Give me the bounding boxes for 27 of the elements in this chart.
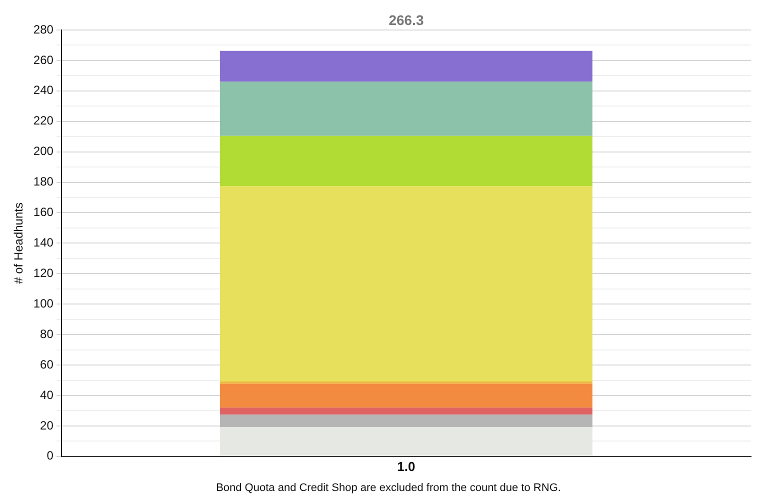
text: Bond Quota and Credit Shop are excluded from the count due to RNG. [215, 482, 562, 494]
y-tick-label: 80 [40, 326, 54, 341]
bar [220, 384, 592, 408]
x-tick-label: 1.0 [397, 458, 416, 474]
y-axis-title: # of Headhunts [12, 202, 26, 284]
bar [220, 136, 592, 186]
bar [220, 408, 592, 415]
y-tick-label: 20 [40, 418, 54, 432]
y-tick-label: 60 [40, 357, 54, 372]
total-label: 266.3 [388, 12, 424, 28]
bar [220, 381, 592, 384]
y-tick-label: 160 [33, 205, 54, 220]
y-tick-label: 40 [40, 388, 54, 402]
bar [220, 50, 592, 82]
bar [220, 186, 592, 382]
y-tick-label: 0 [46, 448, 54, 463]
y-tick-label: 100 [33, 296, 54, 310]
y-tick-label: 180 [33, 174, 54, 189]
y-tick-label: 240 [33, 83, 54, 98]
bar [220, 414, 592, 428]
y-tick-label: 280 [33, 22, 54, 36]
bar [220, 82, 592, 136]
y-tick-label: 260 [33, 52, 54, 67]
y-tick-label: 200 [33, 144, 54, 158]
y-tick-label: 220 [33, 114, 54, 128]
y-tick-label: 120 [33, 266, 54, 280]
y-tick-label: 140 [33, 236, 54, 250]
